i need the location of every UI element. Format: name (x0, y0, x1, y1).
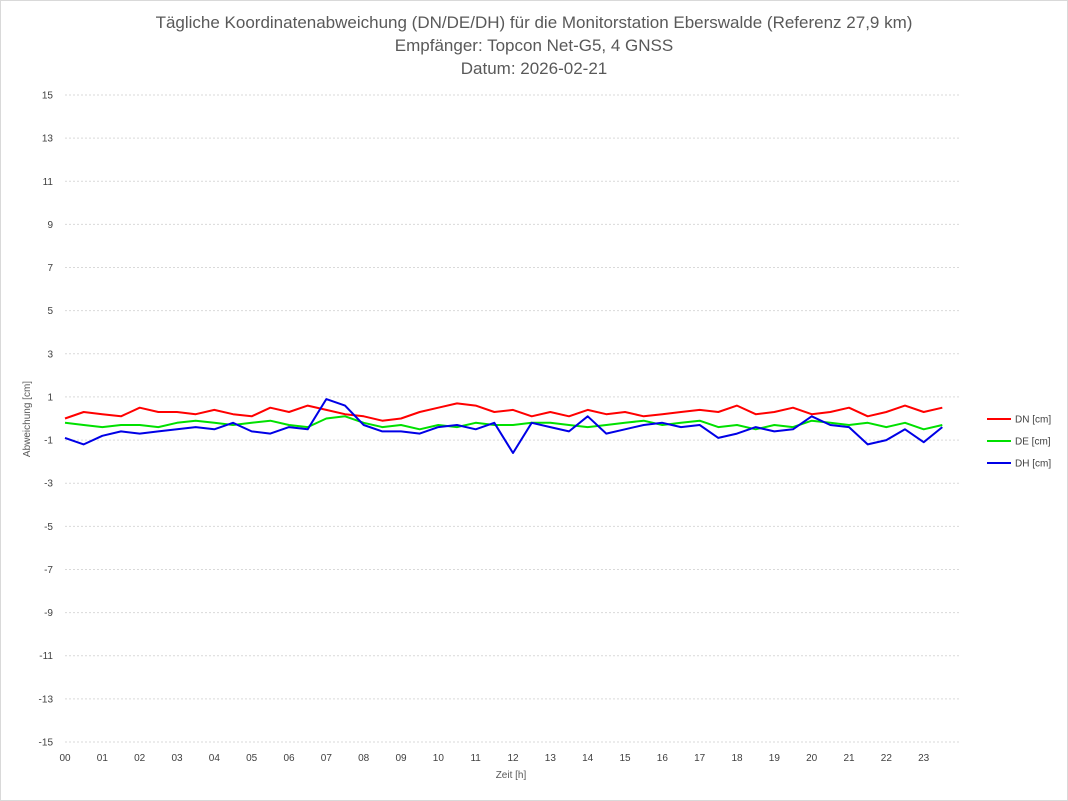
chart-title-line-1: Tägliche Koordinatenabweichung (DN/DE/DH… (156, 13, 913, 32)
x-tick-label: 07 (321, 753, 333, 764)
x-tick-label: 23 (918, 753, 930, 764)
y-tick-label: 5 (47, 306, 53, 317)
x-tick-label: 04 (209, 753, 221, 764)
y-tick-label: -9 (44, 608, 53, 619)
x-tick-label: 02 (134, 753, 146, 764)
x-tick-label: 12 (507, 753, 519, 764)
x-tick-label: 17 (694, 753, 706, 764)
y-tick-label: -3 (44, 479, 53, 490)
y-tick-label: -5 (44, 522, 53, 533)
legend-label-dh: DH [cm] (1015, 459, 1051, 470)
y-tick-label: 13 (42, 134, 54, 145)
x-tick-label: 08 (358, 753, 370, 764)
x-tick-label: 19 (769, 753, 781, 764)
chart-title-line-2: Empfänger: Topcon Net-G5, 4 GNSS (395, 36, 673, 55)
x-tick-label: 16 (657, 753, 669, 764)
chart-title-line-3: Datum: 2026-02-21 (461, 59, 607, 78)
chart-title-group: Tägliche Koordinatenabweichung (DN/DE/DH… (156, 13, 913, 78)
x-tick-label: 20 (806, 753, 818, 764)
x-tick-label: 13 (545, 753, 557, 764)
gridlines (65, 94, 961, 743)
x-tick-label: 00 (59, 753, 71, 764)
y-tick-label: -1 (44, 436, 53, 447)
x-tick-label: 22 (881, 753, 893, 764)
y-tick-label: 15 (42, 91, 54, 102)
x-tick-label: 11 (470, 753, 481, 764)
y-tick-label: -15 (39, 738, 54, 749)
series-line-dh (64, 398, 943, 454)
x-tick-label: 10 (433, 753, 445, 764)
y-tick-label: 11 (43, 177, 54, 188)
x-tick-label: 03 (171, 753, 183, 764)
x-tick-label: 14 (582, 753, 594, 764)
y-axis-ticks: 15 13 11 9 7 5 3 1 -1 -3 -5 -7 -9 -11 -13 -15 (39, 91, 54, 749)
y-tick-label: 1 (47, 392, 53, 403)
x-tick-label: 01 (97, 753, 109, 764)
y-tick-label: 7 (47, 263, 53, 274)
x-tick-label: 21 (843, 753, 855, 764)
legend-label-dn: DN [cm] (1015, 415, 1051, 426)
x-axis-ticks: 00 01 02 03 04 05 06 07 08 09 10 11 12 13 14 15 16 17 18 19… (59, 753, 929, 764)
legend: DN [cm] DE [cm] DH [cm] (987, 415, 1051, 470)
x-tick-label: 09 (395, 753, 407, 764)
y-tick-label: 3 (47, 349, 53, 360)
y-tick-label: -11 (39, 651, 53, 662)
x-tick-label: 15 (619, 753, 631, 764)
y-axis-label: Abweichung [cm] (22, 381, 33, 457)
legend-label-de: DE [cm] (1015, 437, 1051, 448)
plot-area (64, 398, 943, 454)
x-tick-label: 06 (283, 753, 295, 764)
y-tick-label: -13 (39, 694, 54, 705)
y-tick-label: -7 (44, 565, 53, 576)
series-line-dn (64, 402, 943, 422)
y-tick-label: 9 (47, 220, 53, 231)
x-axis-label: Zeit [h] (496, 770, 527, 781)
x-tick-label: 05 (246, 753, 258, 764)
x-tick-label: 18 (731, 753, 743, 764)
